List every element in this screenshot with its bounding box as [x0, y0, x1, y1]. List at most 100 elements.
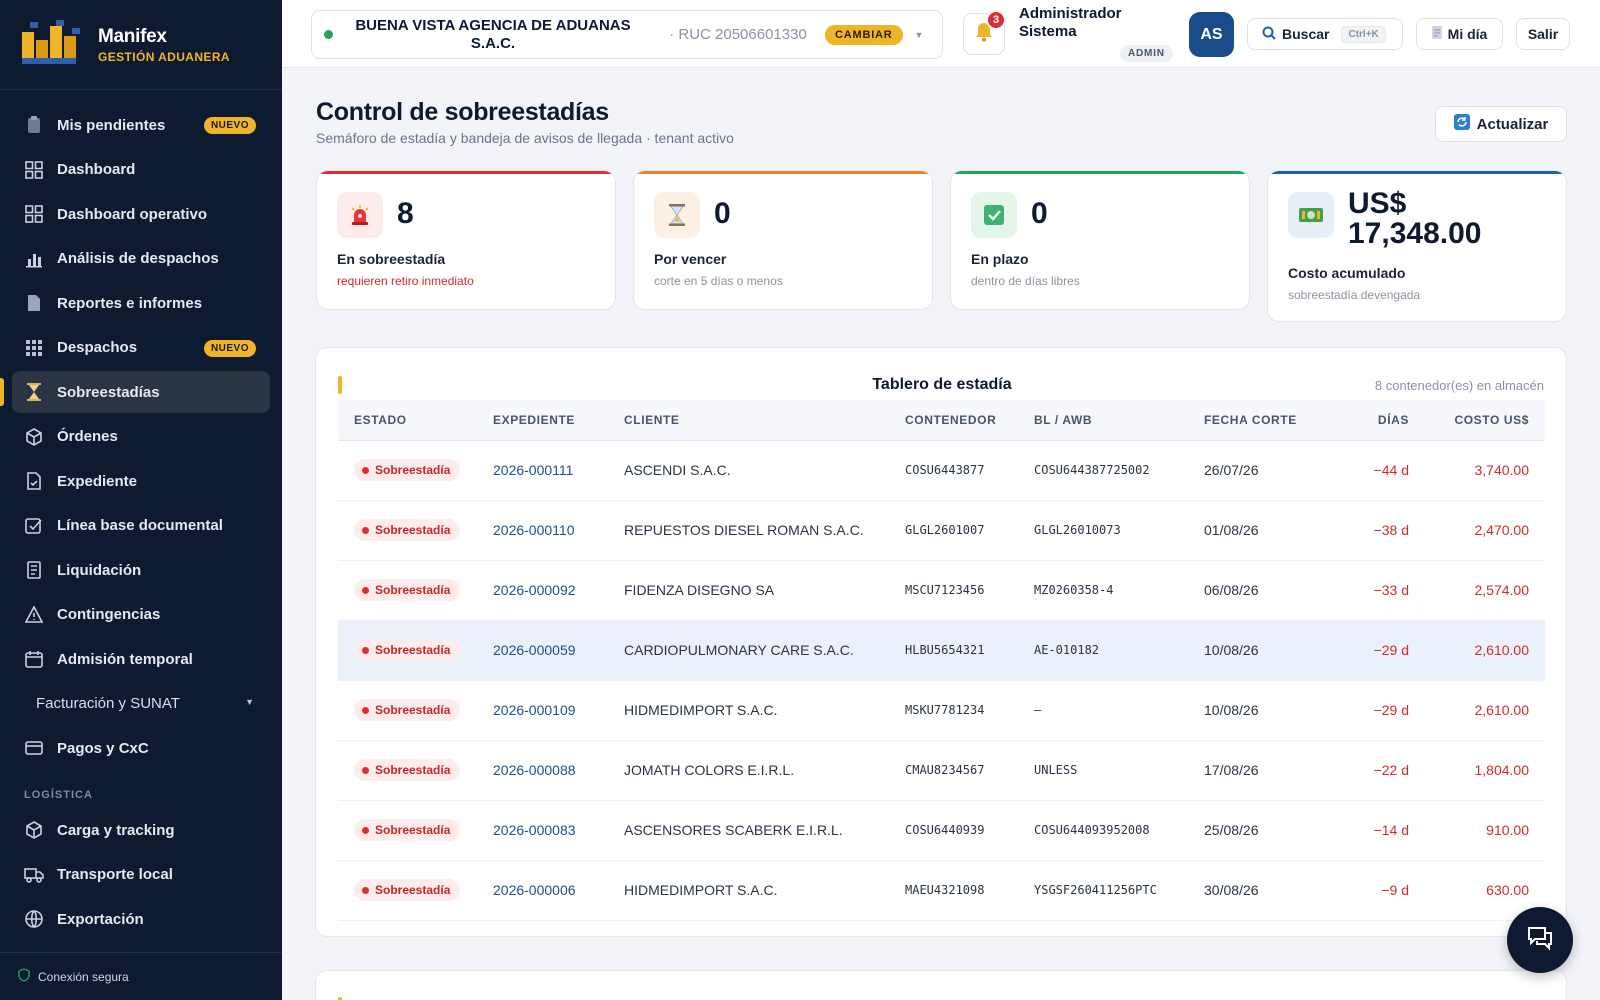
- sidebar-item-exportacion[interactable]: Exportación: [12, 898, 270, 940]
- bl-cell: —: [1034, 680, 1204, 741]
- sidebar-item-analisis-despachos[interactable]: Análisis de despachos: [12, 238, 270, 280]
- sidebar-item-liquidacion[interactable]: Liquidación: [12, 549, 270, 591]
- chat-button[interactable]: [1507, 907, 1573, 973]
- sidebar-nav: Mis pendientes NUEVO Dashboard Dashboard…: [0, 90, 282, 940]
- refresh-button[interactable]: Actualizar: [1435, 106, 1567, 142]
- column-header[interactable]: BL / AWB: [1034, 400, 1204, 441]
- expediente-link[interactable]: 2026-000088: [493, 762, 576, 778]
- hourglass-icon: [654, 192, 700, 238]
- fecha-corte-cell: 10/08/26: [1204, 680, 1324, 741]
- sidebar-item-reportes[interactable]: Reportes e informes: [12, 282, 270, 324]
- notifications-button[interactable]: 3: [963, 10, 1006, 55]
- globe-icon: [24, 909, 44, 929]
- expediente-link[interactable]: 2026-000110: [493, 522, 575, 538]
- expediente-link[interactable]: 2026-000111: [493, 462, 574, 478]
- table-row[interactable]: Sobreestadía 2026-000092 FIDENZA DISEGNO…: [338, 560, 1545, 621]
- column-header[interactable]: FECHA CORTE: [1204, 400, 1324, 441]
- bl-cell: COSU644093952008: [1034, 800, 1204, 861]
- fecha-corte-cell: 10/08/26: [1204, 620, 1324, 681]
- column-header[interactable]: DÍAS: [1324, 400, 1409, 441]
- tenant-selector[interactable]: BUENA VISTA AGENCIA DE ADUANAS S.A.C. · …: [311, 10, 943, 59]
- sidebar-item-despachos[interactable]: Despachos NUEVO: [12, 327, 270, 369]
- sidebar-item-pagos[interactable]: Pagos y CxC: [12, 727, 270, 769]
- shield-icon: [18, 968, 30, 985]
- costo-cell: 2,574.00: [1409, 560, 1545, 621]
- table-row[interactable]: Sobreestadía 2026-000111 ASCENDI S.A.C. …: [338, 440, 1545, 501]
- brand[interactable]: Manifex GESTIÓN ADUANERA: [0, 0, 282, 90]
- kpi-en-plazo[interactable]: 0 En plazo dentro de días libres: [950, 170, 1250, 310]
- expediente-link[interactable]: 2026-000059: [493, 642, 576, 658]
- chevron-down-icon[interactable]: ▼: [914, 29, 924, 40]
- costo-cell: 2,470.00: [1409, 500, 1545, 561]
- sidebar-item-label: Pagos y CxC: [57, 739, 149, 757]
- dias-cell: −38 d: [1324, 500, 1409, 561]
- amount-value: 17,348.00: [1348, 217, 1482, 250]
- sidebar-item-label: Análisis de despachos: [57, 250, 219, 267]
- sidebar-item-facturacion[interactable]: Facturación y SUNAT ▼: [12, 683, 270, 725]
- user-name: Administrador Sistema: [1019, 5, 1122, 40]
- sidebar-item-dashboard-operativo[interactable]: Dashboard operativo: [12, 193, 270, 235]
- table-row[interactable]: Sobreestadía 2026-000088 JOMATH COLORS E…: [338, 740, 1545, 801]
- table-row[interactable]: Sobreestadía 2026-000083 ASCENSORES SCAB…: [338, 800, 1545, 861]
- section-marker: [338, 376, 342, 394]
- sidebar-item-contingencias[interactable]: Contingencias: [12, 594, 270, 636]
- search-button[interactable]: Buscar Ctrl+K: [1247, 18, 1403, 50]
- change-tenant-button[interactable]: CAMBIAR: [825, 24, 903, 45]
- calendar-icon: [24, 649, 44, 669]
- sidebar-item-label: Contingencias: [57, 606, 161, 623]
- bar-chart-icon: [24, 249, 44, 269]
- new-badge: NUEVO: [203, 117, 256, 134]
- status-badge: Sobreestadía: [354, 459, 461, 481]
- expediente-link[interactable]: 2026-000109: [493, 702, 576, 718]
- column-header[interactable]: EXPEDIENTE: [493, 400, 624, 441]
- logout-button[interactable]: Salir: [1516, 18, 1570, 50]
- sidebar-item-label: Mis pendientes: [57, 116, 166, 134]
- kpi-por-vencer[interactable]: 0 Por vencer corte en 5 días o menos: [633, 170, 933, 310]
- sidebar-item-label: Dashboard: [57, 161, 136, 178]
- my-day-button[interactable]: Mi día: [1416, 18, 1503, 50]
- table-row[interactable]: Sobreestadía 2026-000109 HIDMEDIMPORT S.…: [338, 680, 1545, 741]
- column-header[interactable]: ESTADO: [338, 400, 493, 441]
- kpi-costo-acumulado[interactable]: US$ 17,348.00 Costo acumulado sobreestad…: [1267, 170, 1567, 322]
- sidebar-item-sobreestadias[interactable]: Sobreestadías: [0, 371, 270, 413]
- search-icon: [1262, 26, 1276, 43]
- sidebar-item-dashboard[interactable]: Dashboard: [12, 149, 270, 191]
- sidebar-item-carga-tracking[interactable]: Carga y tracking: [12, 809, 270, 851]
- kpi-sobreestadia[interactable]: 8 En sobreestadía requieren retiro inmed…: [316, 170, 616, 310]
- card-icon: [24, 738, 44, 758]
- siren-icon: [337, 192, 383, 238]
- user-info[interactable]: Administrador Sistema ADMIN: [1019, 5, 1179, 62]
- truck-icon: [24, 865, 44, 885]
- sidebar-item-ordenes[interactable]: Órdenes: [12, 416, 270, 458]
- sidebar-item-transporte[interactable]: Transporte local: [12, 854, 270, 896]
- search-label: Buscar: [1282, 26, 1330, 42]
- box-icon: [24, 427, 44, 447]
- avatar[interactable]: AS: [1189, 12, 1234, 57]
- kpi-hint: sobreestadía devengada: [1288, 288, 1421, 302]
- dias-cell: −29 d: [1324, 620, 1409, 681]
- sidebar-item-linea-base[interactable]: Línea base documental: [12, 505, 270, 547]
- sidebar-item-expediente[interactable]: Expediente: [12, 460, 270, 502]
- bl-cell: COSU644387725002: [1034, 440, 1204, 501]
- kpi-label: Costo acumulado: [1288, 265, 1406, 281]
- column-header[interactable]: CONTENEDOR: [905, 400, 1034, 441]
- notification-count: 3: [986, 10, 1006, 30]
- sidebar: Manifex GESTIÓN ADUANERA Mis pendientes …: [0, 0, 282, 1000]
- board-title: Tablero de estadía: [872, 376, 1012, 393]
- cliente-cell: HIDMEDIMPORT S.A.C.: [624, 860, 905, 921]
- cliente-cell: CARDIOPULMONARY CARE S.A.C.: [624, 620, 905, 681]
- column-header[interactable]: CLIENTE: [624, 400, 905, 441]
- chat-icon: [1526, 925, 1554, 956]
- section-marker: [338, 997, 342, 1000]
- dias-cell: −22 d: [1324, 740, 1409, 801]
- expediente-link[interactable]: 2026-000083: [493, 822, 576, 838]
- expediente-link[interactable]: 2026-000006: [493, 882, 576, 898]
- sidebar-item-admision-temporal[interactable]: Admisión temporal: [12, 638, 270, 680]
- sidebar-item-mis-pendientes[interactable]: Mis pendientes NUEVO: [12, 104, 270, 146]
- board-count: 8 contenedor(es) en almacén: [1374, 378, 1544, 393]
- column-header[interactable]: COSTO US$: [1409, 400, 1545, 441]
- table-row[interactable]: Sobreestadía 2026-000110 REPUESTOS DIESE…: [338, 500, 1545, 561]
- table-row[interactable]: Sobreestadía 2026-000059 CARDIOPULMONARY…: [338, 620, 1545, 681]
- table-row[interactable]: Sobreestadía 2026-000006 HIDMEDIMPORT S.…: [338, 860, 1545, 921]
- expediente-link[interactable]: 2026-000092: [493, 582, 576, 598]
